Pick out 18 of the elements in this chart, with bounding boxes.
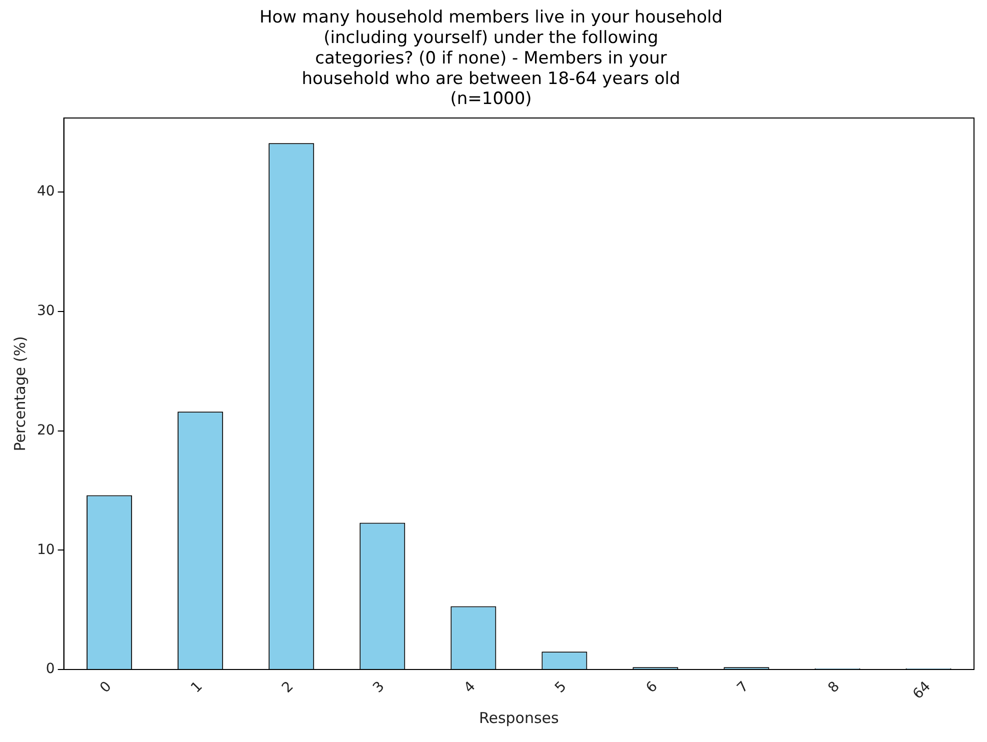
y-tick-label: 30 xyxy=(36,303,55,320)
x-tick-label: 64 xyxy=(910,678,934,702)
x-tick-label: 4 xyxy=(461,678,479,696)
x-tick-label: 3 xyxy=(370,678,388,696)
x-tick-label: 6 xyxy=(643,678,661,696)
x-tick-label: 5 xyxy=(552,678,570,696)
x-axis-title: Responses xyxy=(478,708,560,727)
x-tick-label: 0 xyxy=(97,678,115,696)
x-tick-label: 1 xyxy=(188,678,206,696)
y-tick-label: 40 xyxy=(36,184,55,200)
x-tick-label: 8 xyxy=(825,678,843,696)
chart-title: How many household members live in your household (including yourself) under the following categories? (0 if none) - Members in your household who are between 18-64 years old (n=1000) xyxy=(259,8,723,110)
x-tick-label: 7 xyxy=(734,678,752,696)
y-tick-label: 20 xyxy=(36,422,55,438)
x-tick-label: 2 xyxy=(279,678,297,696)
y-tick-label: 10 xyxy=(36,542,55,558)
y-tick-label: 0 xyxy=(46,661,55,678)
y-axis-title: Percentage (%) xyxy=(10,336,29,452)
